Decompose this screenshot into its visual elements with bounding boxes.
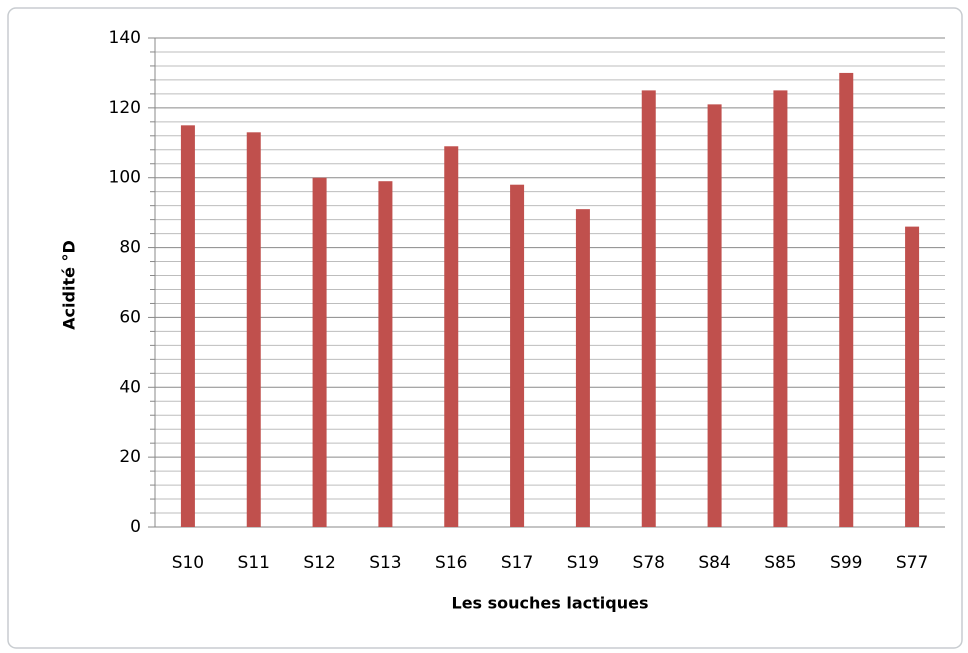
y-tick-label: 140	[109, 28, 141, 48]
x-tick-label: S77	[896, 553, 928, 573]
y-tick-label: 120	[109, 98, 141, 118]
y-axis-title: Acidité °D	[60, 240, 79, 330]
bar	[378, 181, 393, 527]
x-tick-label: S19	[567, 553, 599, 573]
bar	[707, 104, 722, 527]
bar	[180, 125, 195, 528]
x-tick-label: S84	[698, 553, 730, 573]
x-tick-label: S16	[435, 553, 467, 573]
y-tick-label: 80	[119, 238, 141, 258]
x-tick-label: S78	[633, 553, 665, 573]
y-tick-label: 100	[109, 168, 141, 188]
y-tick-label: 0	[130, 517, 141, 537]
x-tick-label: S13	[369, 553, 401, 573]
bar	[246, 132, 261, 528]
x-tick-label: S10	[172, 553, 204, 573]
x-tick-label: S17	[501, 553, 533, 573]
y-tick-label: 40	[119, 377, 141, 397]
bar	[641, 90, 656, 528]
chart-frame	[7, 7, 963, 649]
x-tick-label: S12	[303, 553, 335, 573]
bar	[312, 177, 327, 527]
bar	[773, 90, 788, 528]
bar	[905, 226, 920, 527]
x-tick-label: S85	[764, 553, 796, 573]
bar	[839, 72, 854, 527]
bar	[510, 184, 525, 527]
x-tick-label: S99	[830, 553, 862, 573]
x-axis-title: Les souches lactiques	[452, 594, 649, 613]
bar	[444, 146, 459, 527]
x-tick-label: S11	[238, 553, 270, 573]
y-tick-label: 20	[119, 447, 141, 467]
bar	[575, 209, 590, 527]
y-tick-label: 60	[119, 307, 141, 327]
